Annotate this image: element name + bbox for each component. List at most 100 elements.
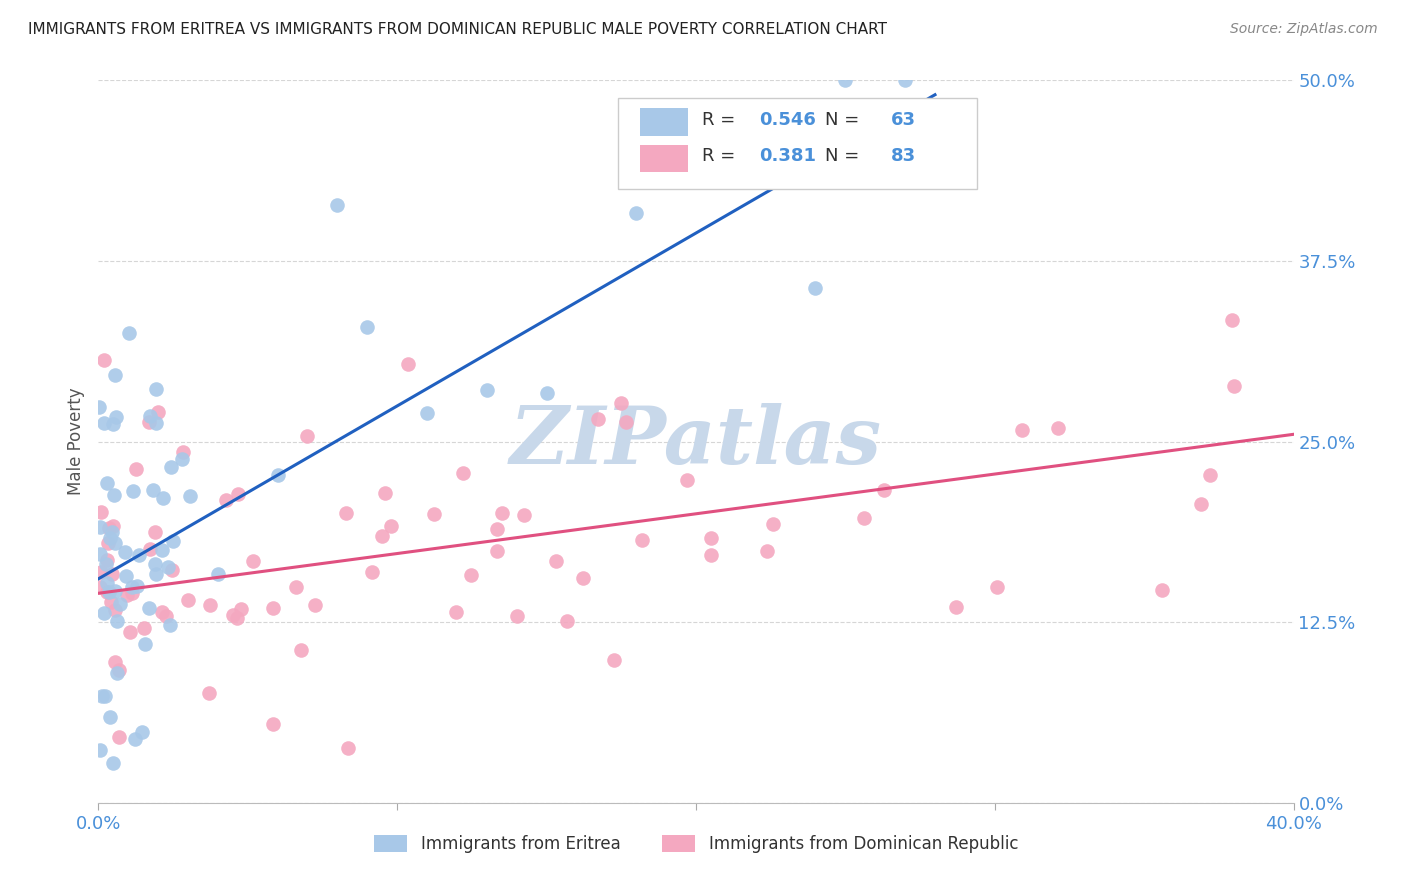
Point (873, 483, 896, 497)
Point (131, 725, 153, 739)
Point (614, 415, 637, 429)
Point (571, 570, 593, 584)
Point (284, 580, 307, 594)
Point (101, 567, 124, 582)
Point (138, 415, 160, 429)
Text: 63: 63 (891, 111, 915, 129)
Point (894, 137, 917, 152)
Point (98, 584, 121, 599)
Point (89, 743, 111, 757)
Point (225, 611, 247, 625)
Point (200, 598, 222, 612)
Point (1198, 468, 1220, 483)
Point (416, 406, 439, 420)
Point (197, 686, 219, 700)
Point (894, 73, 917, 87)
Point (631, 533, 654, 548)
Point (89, 547, 111, 561)
Point (134, 637, 156, 651)
Legend: Immigrants from Eritrea, Immigrants from Dominican Republic: Immigrants from Eritrea, Immigrants from… (367, 828, 1025, 860)
Point (97, 535, 120, 549)
Point (380, 518, 402, 533)
Point (155, 608, 177, 623)
Point (104, 655, 127, 669)
Point (103, 583, 125, 598)
Point (475, 383, 498, 397)
Point (145, 567, 167, 582)
Text: 0.381: 0.381 (759, 147, 817, 165)
Point (105, 409, 128, 424)
Point (114, 545, 136, 559)
Point (337, 740, 360, 755)
Point (626, 206, 648, 220)
Point (179, 489, 201, 503)
Point (98, 521, 121, 535)
Point (104, 603, 127, 617)
Point (356, 320, 378, 334)
Point (714, 150, 737, 164)
Point (423, 507, 446, 521)
Point (121, 580, 143, 594)
Point (207, 567, 229, 582)
Point (505, 609, 527, 624)
Point (146, 405, 169, 419)
Point (96, 585, 118, 599)
Point (122, 484, 145, 499)
Point (90, 566, 112, 580)
Point (444, 605, 467, 619)
Point (371, 529, 394, 543)
Point (98, 532, 121, 546)
Text: Source: ZipAtlas.com: Source: ZipAtlas.com (1230, 22, 1378, 37)
Point (1223, 378, 1246, 392)
Point (700, 548, 723, 562)
Text: R =: R = (702, 111, 741, 129)
Point (138, 600, 160, 615)
Point (115, 588, 138, 602)
Point (139, 409, 162, 423)
Point (90, 689, 112, 703)
Point (834, 73, 856, 87)
Point (486, 522, 509, 536)
Point (160, 459, 183, 474)
FancyBboxPatch shape (619, 98, 977, 189)
Point (103, 488, 125, 502)
Point (588, 412, 610, 426)
FancyBboxPatch shape (640, 145, 688, 172)
Point (101, 756, 124, 770)
Point (107, 731, 129, 745)
Point (152, 605, 174, 619)
Point (142, 483, 165, 497)
Point (242, 554, 264, 568)
Point (132, 621, 155, 635)
Point (267, 468, 290, 483)
Point (460, 567, 482, 582)
Point (160, 563, 183, 577)
Point (1189, 497, 1212, 511)
Point (114, 568, 136, 582)
Point (90, 504, 112, 518)
Y-axis label: Male Poverty: Male Poverty (66, 388, 84, 495)
Point (152, 542, 174, 557)
Point (172, 444, 194, 458)
Point (304, 598, 326, 612)
Point (215, 493, 238, 508)
Point (138, 542, 160, 557)
Point (125, 462, 148, 476)
Point (159, 618, 181, 632)
Point (513, 508, 536, 523)
Point (93, 417, 115, 431)
Text: ZIPatlas: ZIPatlas (510, 403, 882, 480)
Point (699, 531, 721, 545)
Text: 83: 83 (891, 147, 915, 165)
Point (100, 595, 122, 609)
Point (374, 486, 396, 500)
Text: R =: R = (702, 147, 741, 165)
Point (120, 625, 142, 640)
Point (361, 565, 384, 579)
Text: N =: N = (825, 111, 865, 129)
Text: N =: N = (825, 147, 865, 165)
Point (610, 395, 633, 409)
Point (143, 524, 166, 539)
Point (87, 400, 110, 414)
Point (1011, 423, 1033, 437)
